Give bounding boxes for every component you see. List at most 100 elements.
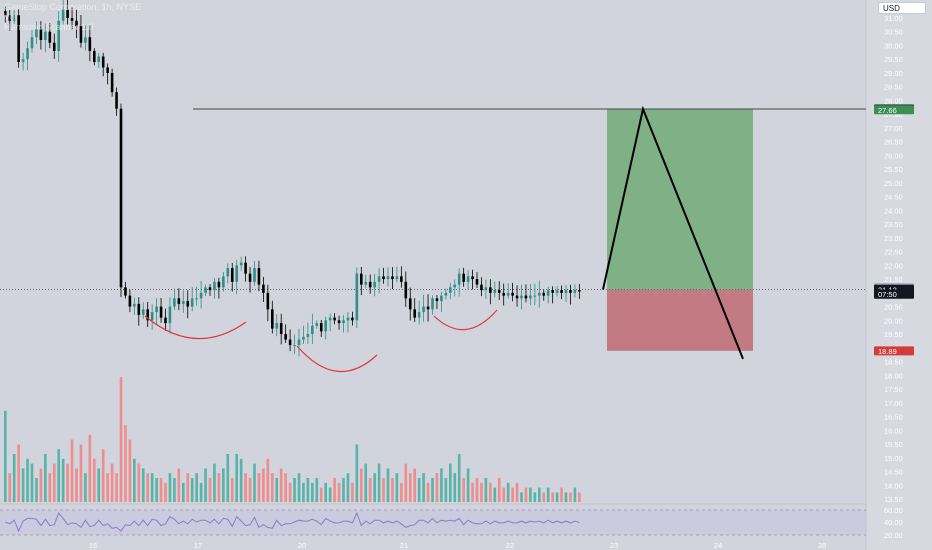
volume-bar <box>480 482 483 502</box>
volume-bar <box>182 482 185 502</box>
candle-body <box>426 306 430 310</box>
candle-body <box>262 284 265 293</box>
volume-bar <box>271 473 274 502</box>
volume-bar <box>257 473 261 502</box>
volume-bar <box>66 463 69 502</box>
candle-body <box>288 339 292 346</box>
volume-bar <box>471 482 474 502</box>
candle-body <box>97 56 101 62</box>
candle-body <box>551 290 554 293</box>
volume-bar <box>551 492 554 502</box>
candle-body <box>119 108 123 288</box>
volume-bar <box>70 439 74 502</box>
volume-bar <box>8 473 12 502</box>
volume-bar <box>204 468 207 502</box>
candle-body <box>564 290 568 293</box>
candle-body <box>306 334 310 337</box>
volume-bar <box>101 449 105 502</box>
candle-body <box>106 67 109 73</box>
volume-bar <box>351 482 354 502</box>
candle-body <box>177 298 181 304</box>
volume-bar <box>168 473 172 502</box>
volume-bar <box>30 463 34 502</box>
pattern-arc <box>296 345 378 373</box>
volume-bar <box>457 454 461 502</box>
candle-body <box>351 317 354 321</box>
volume-bar <box>368 478 372 502</box>
volume-bar <box>306 478 310 502</box>
candle-body <box>213 281 216 291</box>
candle-body <box>230 268 234 282</box>
volume-bar <box>284 473 287 502</box>
candle-body <box>315 323 319 326</box>
date-tick-label: 20 <box>298 541 306 550</box>
volume-bar <box>199 482 203 502</box>
candle-body <box>275 323 279 329</box>
price-label-text: 18.89 <box>878 347 897 356</box>
price-tick-label: 25.50 <box>884 165 903 174</box>
price-tick-label: 30.00 <box>884 41 903 50</box>
volume-bar <box>150 473 154 502</box>
volume-bar <box>119 377 123 502</box>
candle-body <box>444 292 448 296</box>
candle-body <box>110 72 114 93</box>
candle-body <box>578 290 581 292</box>
candle-body <box>457 273 461 285</box>
volume-bar <box>279 468 283 502</box>
currency-button[interactable]: USD <box>878 2 926 14</box>
volume-bar <box>453 473 457 502</box>
candle-body <box>391 276 394 280</box>
legend-symbol[interactable]: GameStop Corporation, 1h, NYSE <box>4 2 142 12</box>
volume-bar <box>35 478 38 502</box>
volume-bar <box>21 468 25 502</box>
candle-body <box>493 290 497 293</box>
volume-bar <box>449 463 452 502</box>
candle-body <box>511 292 514 296</box>
candle-body <box>84 37 87 43</box>
price-tick-label: 20.50 <box>884 303 903 312</box>
candle-body <box>293 345 296 347</box>
price-tick-label: 29.00 <box>884 69 903 78</box>
price-tick-label: 28.50 <box>884 83 903 92</box>
volume-bar <box>75 468 78 502</box>
candle-body <box>297 339 301 346</box>
legend-indicator[interactable]: Harmonic Scanner 1.0 <box>4 22 94 32</box>
volume-bar <box>386 468 390 502</box>
volume-bar <box>52 463 56 502</box>
volume-bar <box>239 458 243 502</box>
oscillator-tick-label: 40.00 <box>884 518 903 527</box>
volume-bar <box>546 487 550 502</box>
volume-bar <box>124 425 127 502</box>
volume-bar <box>302 482 305 502</box>
candle-body <box>466 276 470 282</box>
price-tick-label: 23.50 <box>884 220 903 229</box>
legend-volume[interactable]: Vol <box>4 12 17 22</box>
candle-body <box>75 20 78 27</box>
volume-bar <box>475 478 479 502</box>
price-axis-panel <box>866 0 932 550</box>
candle-body <box>360 273 363 285</box>
candle-body <box>195 298 198 300</box>
candle-body <box>4 11 7 16</box>
volume-bar <box>524 487 528 502</box>
candle-body <box>70 18 74 21</box>
candle-body <box>66 9 69 18</box>
volume-bar <box>319 487 323 502</box>
volume-bar <box>48 473 52 502</box>
volume-bar <box>57 449 60 502</box>
candle-body <box>520 295 523 299</box>
candle-body <box>382 276 385 280</box>
date-tick-label: 16 <box>89 541 97 550</box>
volume-bar <box>542 492 546 502</box>
candle-body <box>35 28 38 38</box>
price-tick-label: 22.00 <box>884 261 903 270</box>
candle-body <box>573 290 577 293</box>
volume-bar <box>137 463 141 502</box>
volume-bar <box>422 473 425 502</box>
candle-body <box>400 276 403 282</box>
candle-body <box>555 290 559 293</box>
volume-bar <box>342 478 345 502</box>
volume-bar <box>173 478 176 502</box>
